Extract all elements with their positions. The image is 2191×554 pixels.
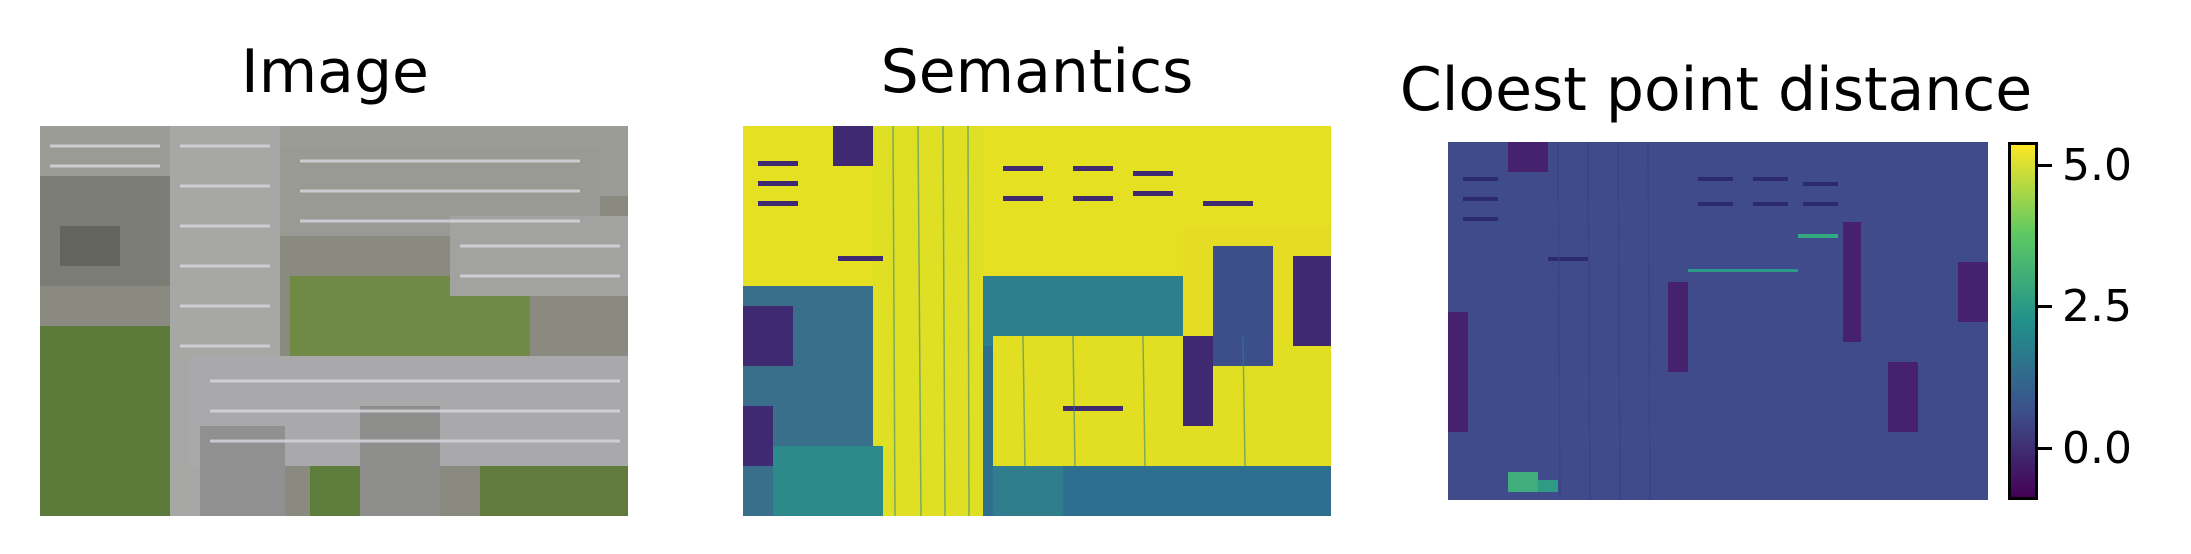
- colorbar-tick-label: 2.5: [2062, 285, 2132, 329]
- colorbar-tick-label: 5.0: [2062, 144, 2132, 188]
- image-panel-title: Image: [40, 42, 630, 102]
- distance-panel-title: Cloest point distance: [1366, 60, 2066, 120]
- colorbar: [2008, 142, 2038, 500]
- colorbar-tick: [2038, 447, 2052, 450]
- semantics-panel-title: Semantics: [742, 42, 1332, 102]
- distance-heatmap: [1448, 142, 1988, 500]
- colorbar-tick-label: 0.0: [2062, 427, 2132, 471]
- aerial-image: [40, 126, 628, 516]
- semantics-image: [743, 126, 1331, 516]
- colorbar-tick: [2038, 164, 2052, 167]
- colorbar-tick: [2038, 305, 2052, 308]
